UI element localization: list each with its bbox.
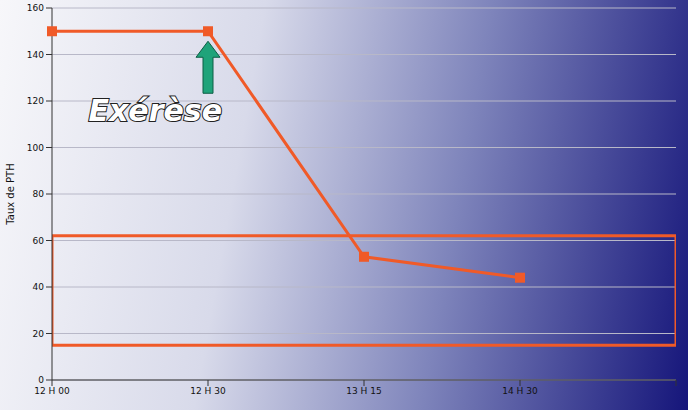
svg-text:13 H 15: 13 H 15 [346,386,381,396]
svg-text:Exérèse: Exérèse [88,93,222,128]
svg-text:140: 140 [27,50,44,60]
svg-text:60: 60 [33,236,45,246]
svg-text:20: 20 [33,329,45,339]
svg-text:12 H 30: 12 H 30 [190,386,226,396]
svg-text:100: 100 [27,143,44,153]
svg-text:40: 40 [33,282,45,292]
svg-text:80: 80 [33,189,45,199]
svg-text:Taux de PTH: Taux de PTH [5,163,16,225]
svg-text:0: 0 [38,375,44,385]
svg-text:12 H 00: 12 H 00 [34,386,70,396]
svg-text:120: 120 [27,96,44,106]
svg-text:14 H 30: 14 H 30 [502,386,538,396]
svg-text:160: 160 [27,3,44,13]
